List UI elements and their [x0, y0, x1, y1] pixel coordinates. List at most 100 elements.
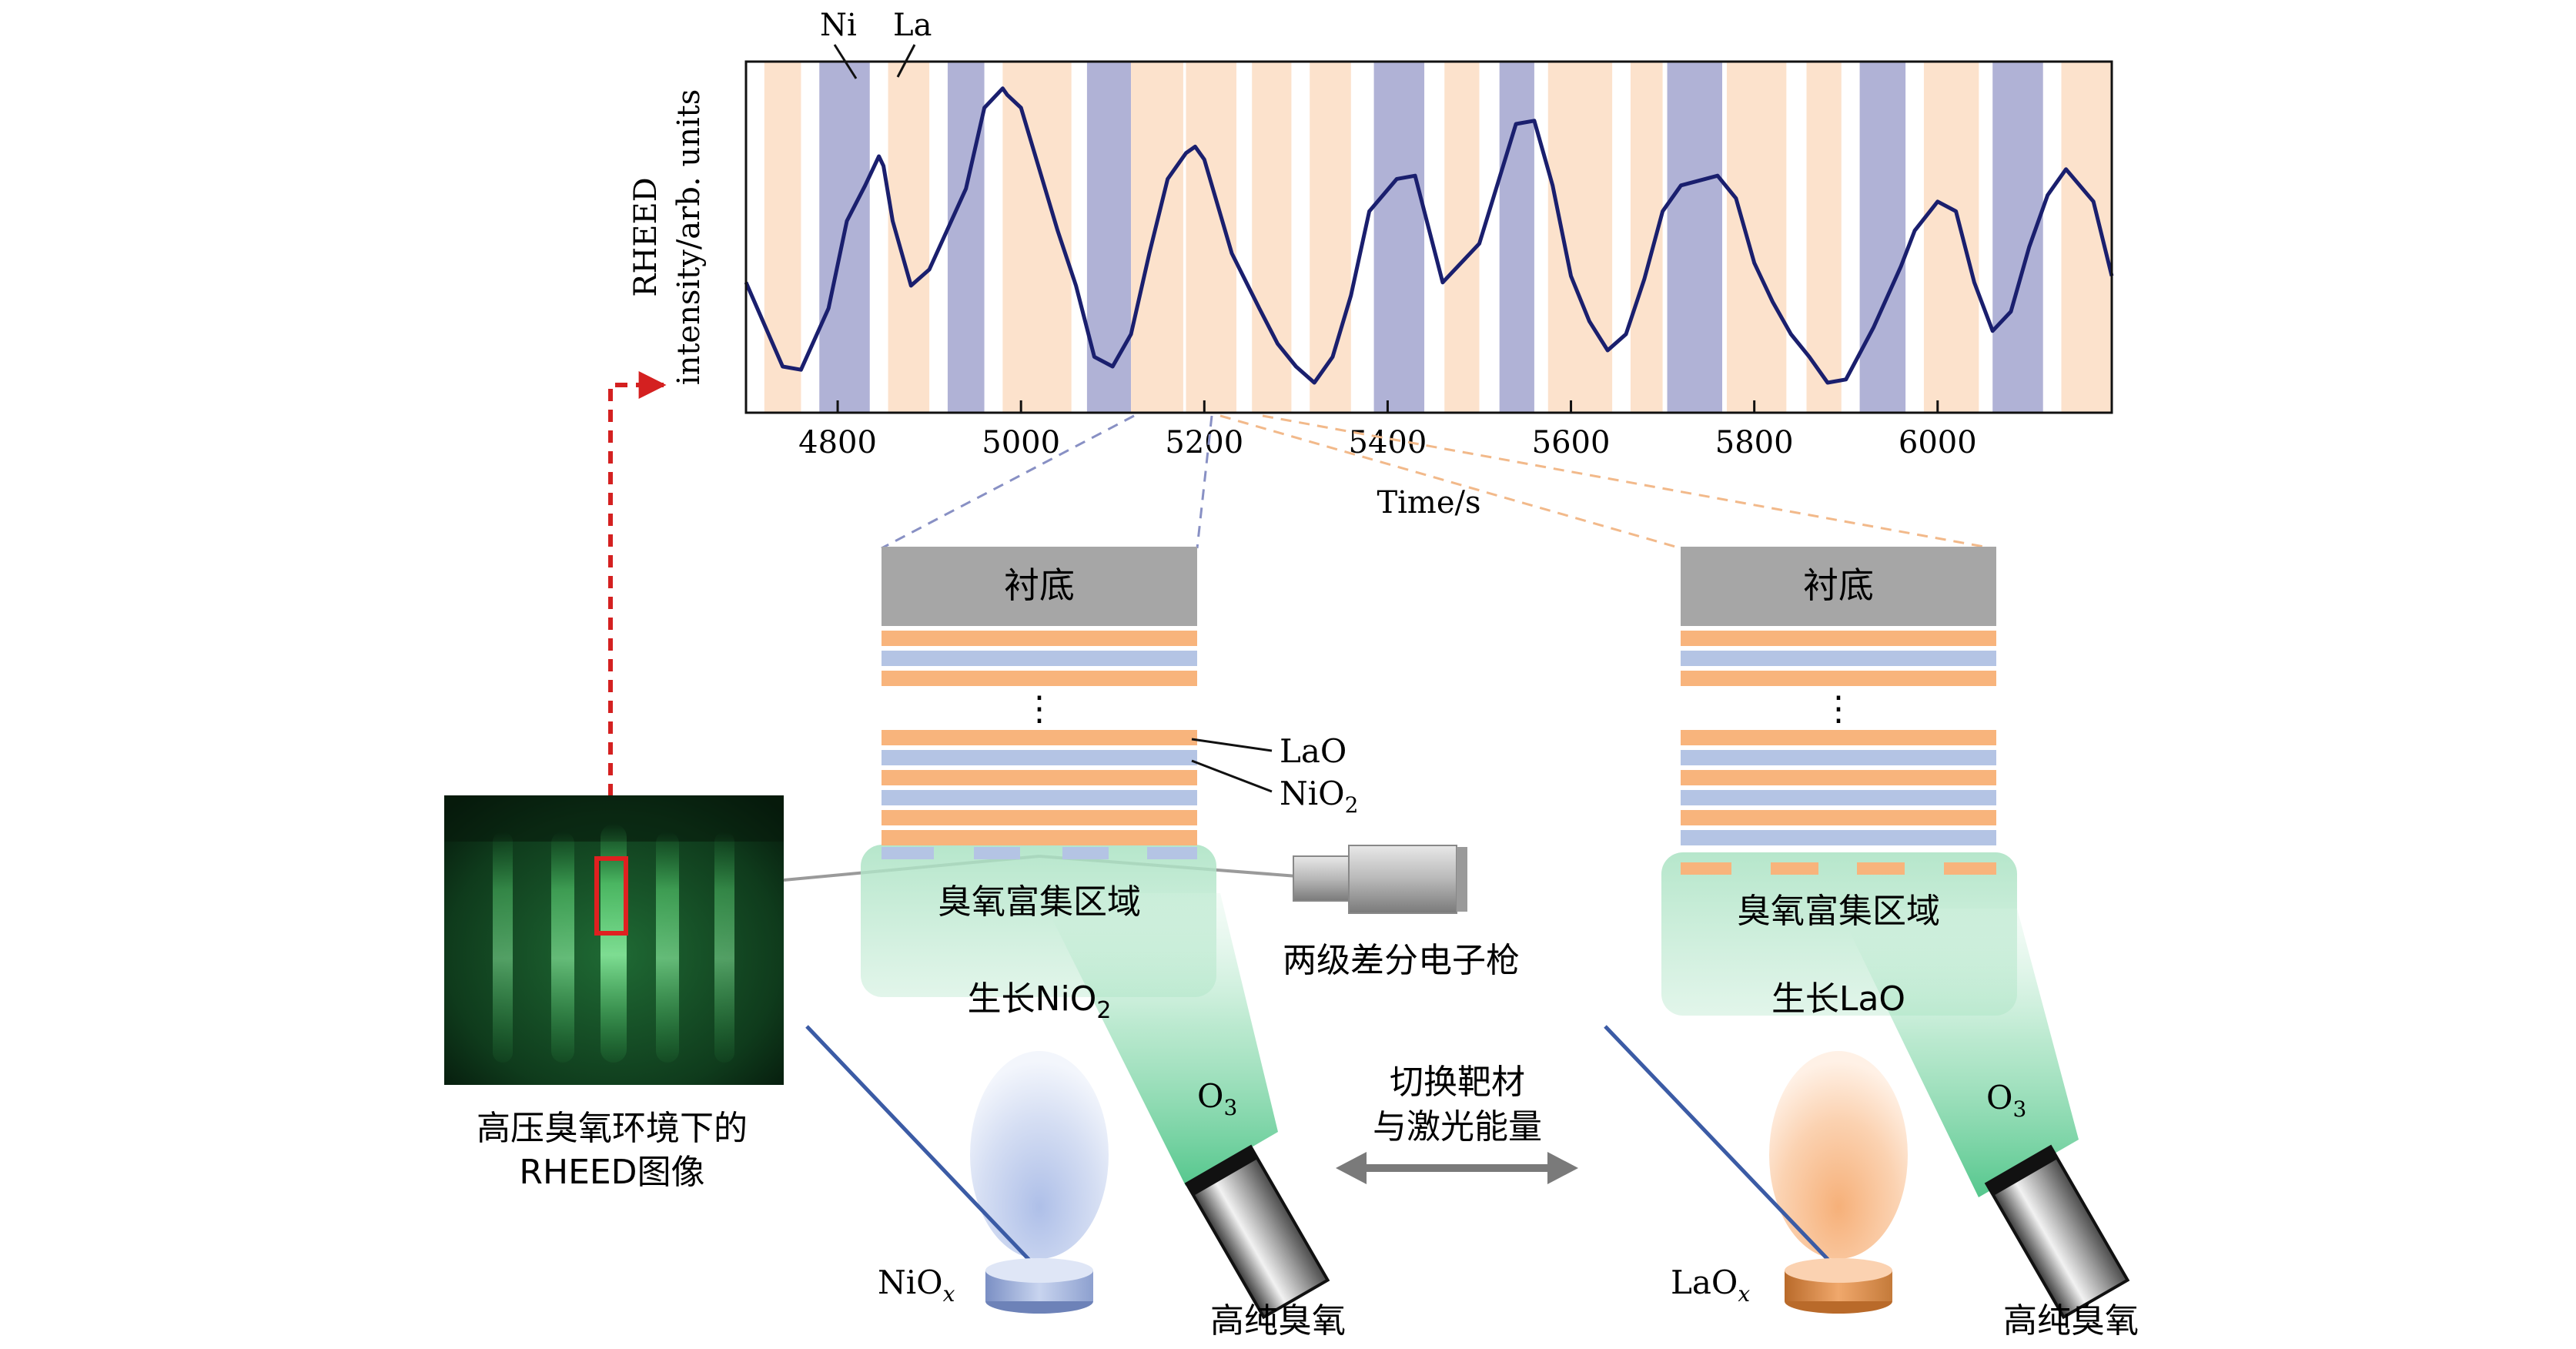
rheed-caption-line1: 高压臭氧环境下的	[477, 1109, 748, 1148]
x-axis-ticks: 4800 5000 5200 5400 5600 5800 6000	[798, 400, 1977, 460]
ozone-source-label-right: 高纯臭氧	[2003, 1301, 2139, 1341]
ellipsis-right: ⋮	[1822, 689, 1855, 728]
x-tick-label: 5200	[1165, 425, 1243, 460]
ellipsis-left: ⋮	[1022, 689, 1056, 728]
ni-deposition-band	[947, 62, 985, 413]
rheed-image	[444, 795, 784, 1085]
nio2-layer	[1681, 830, 1996, 845]
lao-layer	[1681, 631, 1996, 646]
x-tick-label: 5000	[982, 425, 1060, 460]
lao-layer	[882, 810, 1197, 825]
ozone-plume-left	[1039, 893, 1278, 1186]
ozone-source-label-left: 高纯臭氧	[1210, 1301, 1346, 1341]
ni-deposition-band	[1992, 62, 2043, 413]
y-axis-label-line2: intensity/arb. units	[671, 89, 707, 385]
la-deposition-band	[888, 62, 930, 413]
rheed-caption-line2: RHEED图像	[519, 1153, 704, 1192]
nio2-layer	[1681, 750, 1996, 765]
nio-target-top	[985, 1258, 1093, 1283]
la-deposition-band	[1547, 62, 1613, 413]
la-deposition-band	[1630, 62, 1663, 413]
right-growth-panel: 衬底 ⋮ 臭氧富集区域 生长LaO LaOx O3 高纯臭氧	[1604, 547, 2139, 1341]
la-deposition-band	[1726, 62, 1787, 413]
chart-frame	[744, 60, 2113, 414]
la-deposition-band	[1252, 62, 1292, 413]
la-deposition-band	[1923, 62, 1979, 413]
rheed-intensity-curve	[744, 86, 2114, 385]
ni-deposition-band	[1667, 62, 1722, 413]
legend-ni-pointer	[833, 44, 858, 79]
target-label-left: NiOx	[878, 1264, 955, 1307]
y-axis-label-line1: RHEED	[628, 177, 664, 296]
nio2-layer	[882, 750, 1197, 765]
lao-layer	[1681, 671, 1996, 686]
target-label-right: LaOx	[1671, 1264, 1750, 1307]
substrate-right	[1681, 547, 1996, 626]
o3-label-right: O3	[1986, 1079, 2026, 1122]
lao-layer	[882, 730, 1197, 745]
substrate-label-left: 衬底	[1004, 564, 1075, 606]
ozone-nozzle-right	[1984, 1144, 2130, 1320]
nio2-layer	[1681, 790, 1996, 805]
nio2-pointer	[1191, 759, 1273, 793]
growing-lao-islands	[1681, 862, 1996, 875]
substrate-label-right: 衬底	[1803, 564, 1874, 606]
growth-label-left: 生长NiO2	[968, 979, 1112, 1024]
nio-plasma-plume	[970, 1051, 1109, 1259]
x-tick-label: 6000	[1899, 425, 1977, 460]
ozone-zone-label-right: 臭氧富集区域	[1737, 892, 1940, 931]
lao-layer	[1681, 730, 1996, 745]
x-tick-label: 5600	[1532, 425, 1611, 460]
zoom-lines	[881, 414, 1993, 550]
switch-label-line1: 切换靶材	[1390, 1063, 1525, 1102]
lao-layer	[1681, 770, 1996, 785]
rheed-selection-box	[594, 856, 628, 936]
growth-label-right: 生长LaO	[1771, 979, 1905, 1019]
o3-label-left: O3	[1197, 1077, 1237, 1120]
nio2-layer-label: NiO2	[1280, 775, 1358, 818]
legend-la-pointer	[896, 44, 916, 78]
ni-deposition-band	[1086, 62, 1132, 413]
nio2-layer	[882, 790, 1197, 805]
legend-ni: Ni	[820, 8, 857, 43]
lao-layer	[882, 631, 1197, 646]
left-growth-panel: 衬底 ⋮ 臭氧富集区域 生长NiO2 NiOx O3	[805, 547, 1358, 1341]
la-deposition-band	[1310, 62, 1351, 413]
electron-gun-label: 两级差分电子枪	[1283, 941, 1520, 980]
la-deposition-band	[764, 62, 801, 413]
laser-beam-right	[1604, 1025, 1840, 1272]
x-axis-label: Time/s	[1377, 485, 1480, 521]
x-tick-label: 5800	[1715, 425, 1794, 460]
ni-deposition-band	[1499, 62, 1534, 413]
lao-layer	[882, 770, 1197, 785]
legend-la: La	[893, 8, 932, 43]
lao-layer	[882, 830, 1197, 845]
la-deposition-band	[1806, 62, 1842, 413]
switch-label-line2: 与激光能量	[1373, 1107, 1542, 1146]
lao-pointer	[1191, 738, 1273, 752]
laser-beam-left	[805, 1025, 1041, 1272]
ozone-plume-right	[1838, 909, 2079, 1197]
x-tick-label: 4800	[798, 425, 877, 460]
deposition-bands	[764, 62, 2112, 413]
la-deposition-band	[1131, 62, 1183, 413]
lao-target-top	[1785, 1258, 1892, 1283]
lao-layer	[1681, 810, 1996, 825]
growing-nio2-islands	[882, 847, 1197, 859]
lao-layer	[882, 671, 1197, 686]
substrate-left	[882, 547, 1197, 626]
lao-layer-label: LaO	[1280, 732, 1347, 770]
nio2-layer	[882, 651, 1197, 666]
ozone-zone-label-left: 臭氧富集区域	[938, 882, 1141, 922]
nio2-layer	[1681, 651, 1996, 666]
ni-deposition-band	[1859, 62, 1906, 413]
ni-deposition-band	[1373, 62, 1425, 413]
lao-plasma-plume	[1769, 1051, 1908, 1259]
rheed-chart: 4800 5000 5200 5400 5600 5800 6000 Time/s RHEE…	[628, 8, 2114, 521]
electron-gun	[1293, 845, 1467, 914]
la-deposition-band	[2061, 62, 2112, 413]
red-dashed-arrow	[608, 371, 667, 859]
ozone-nozzle-left	[1184, 1144, 1330, 1320]
switch-double-arrow	[1336, 1152, 1578, 1184]
